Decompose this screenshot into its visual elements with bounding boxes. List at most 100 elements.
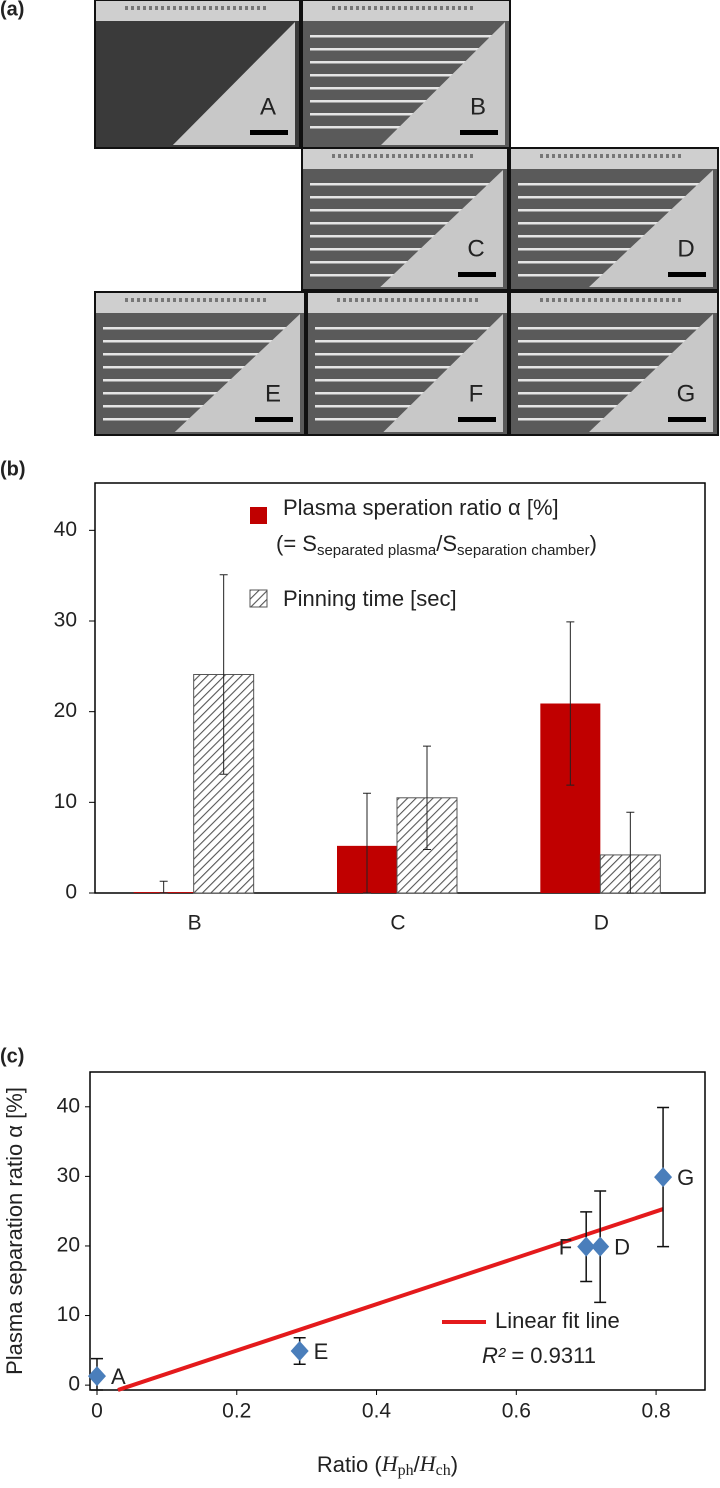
pore <box>630 298 633 302</box>
pore <box>397 298 400 302</box>
y-tick-label: 20 <box>57 1234 80 1257</box>
channel <box>518 222 710 225</box>
pore <box>410 154 413 158</box>
channel <box>310 48 502 51</box>
pore <box>227 6 230 10</box>
x-tick-label: 0.4 <box>362 1400 392 1423</box>
pore <box>349 298 352 302</box>
pore <box>149 6 152 10</box>
pore <box>344 6 347 10</box>
y-axis-label: Plasma separation ratio α [%] <box>2 1087 27 1375</box>
pore <box>179 6 182 10</box>
bar-chart: 0 10 20 30 40 B C D Plasma speration ratio α [%]… <box>54 482 706 935</box>
pore <box>422 6 425 10</box>
y-tick-label: 0 <box>68 1373 80 1396</box>
pore <box>386 154 389 158</box>
pore <box>540 298 543 302</box>
pore <box>403 298 406 302</box>
pore <box>161 298 164 302</box>
channel <box>310 100 502 103</box>
pore <box>594 154 597 158</box>
pore <box>451 298 454 302</box>
note-part: ) <box>590 531 597 556</box>
photo: G <box>509 291 719 436</box>
pore <box>458 154 461 158</box>
channel <box>315 379 500 382</box>
pore <box>227 298 230 302</box>
pore <box>263 6 266 10</box>
pore <box>445 298 448 302</box>
x-tick-label: 0 <box>91 1400 103 1423</box>
pore <box>440 154 443 158</box>
photo-top <box>308 293 507 313</box>
pore <box>552 154 555 158</box>
legend-label: Linear fit line <box>495 1308 620 1333</box>
pore <box>648 298 651 302</box>
pore <box>564 154 567 158</box>
pore <box>457 298 460 302</box>
y-tick-label: 0 <box>65 881 77 904</box>
scale-bar <box>250 130 288 135</box>
fit-line <box>117 1207 664 1392</box>
pore <box>373 298 376 302</box>
triangle <box>589 170 713 287</box>
y-tick-label: 40 <box>54 518 77 541</box>
x-tick-label: 0.2 <box>222 1400 251 1423</box>
pore <box>173 298 176 302</box>
pore <box>630 154 633 158</box>
pore <box>356 6 359 10</box>
legend-swatch <box>250 507 267 524</box>
pore <box>452 154 455 158</box>
pore <box>546 298 549 302</box>
pore <box>245 6 248 10</box>
channel <box>103 366 297 369</box>
point <box>290 1341 309 1362</box>
pore <box>380 154 383 158</box>
channel <box>310 261 500 264</box>
pore <box>470 6 473 10</box>
channel <box>103 379 297 382</box>
legend-label: Plasma speration ratio α [%] <box>283 495 559 520</box>
channel <box>518 366 710 369</box>
triangle <box>172 22 295 145</box>
pore <box>125 298 128 302</box>
pore <box>356 154 359 158</box>
pore <box>185 6 188 10</box>
pore <box>416 154 419 158</box>
pore <box>338 6 341 10</box>
photo-top <box>303 149 507 169</box>
pore <box>143 6 146 10</box>
label-part: / <box>414 1452 421 1477</box>
pore <box>636 154 639 158</box>
pore <box>368 154 371 158</box>
pore <box>374 6 377 10</box>
channel <box>518 248 710 251</box>
plot-frame <box>89 1071 706 1391</box>
pore <box>678 298 681 302</box>
pore <box>422 154 425 158</box>
pore <box>125 6 128 10</box>
y-tick-label: 30 <box>57 1164 80 1187</box>
pore <box>570 298 573 302</box>
photo-top <box>511 149 717 169</box>
pore <box>612 298 615 302</box>
x-tick-label: D <box>594 912 609 935</box>
pore <box>398 6 401 10</box>
pore <box>464 6 467 10</box>
pore <box>588 298 591 302</box>
label-part: ) <box>451 1452 458 1477</box>
photo-top <box>96 293 304 313</box>
pore <box>392 6 395 10</box>
pore <box>332 6 335 10</box>
pore <box>203 6 206 10</box>
photo: D <box>509 147 719 291</box>
point <box>591 1236 610 1257</box>
pore <box>131 298 134 302</box>
pore <box>362 6 365 10</box>
pore <box>239 298 242 302</box>
pore <box>209 6 212 10</box>
pore <box>434 6 437 10</box>
error-bar <box>423 745 431 850</box>
